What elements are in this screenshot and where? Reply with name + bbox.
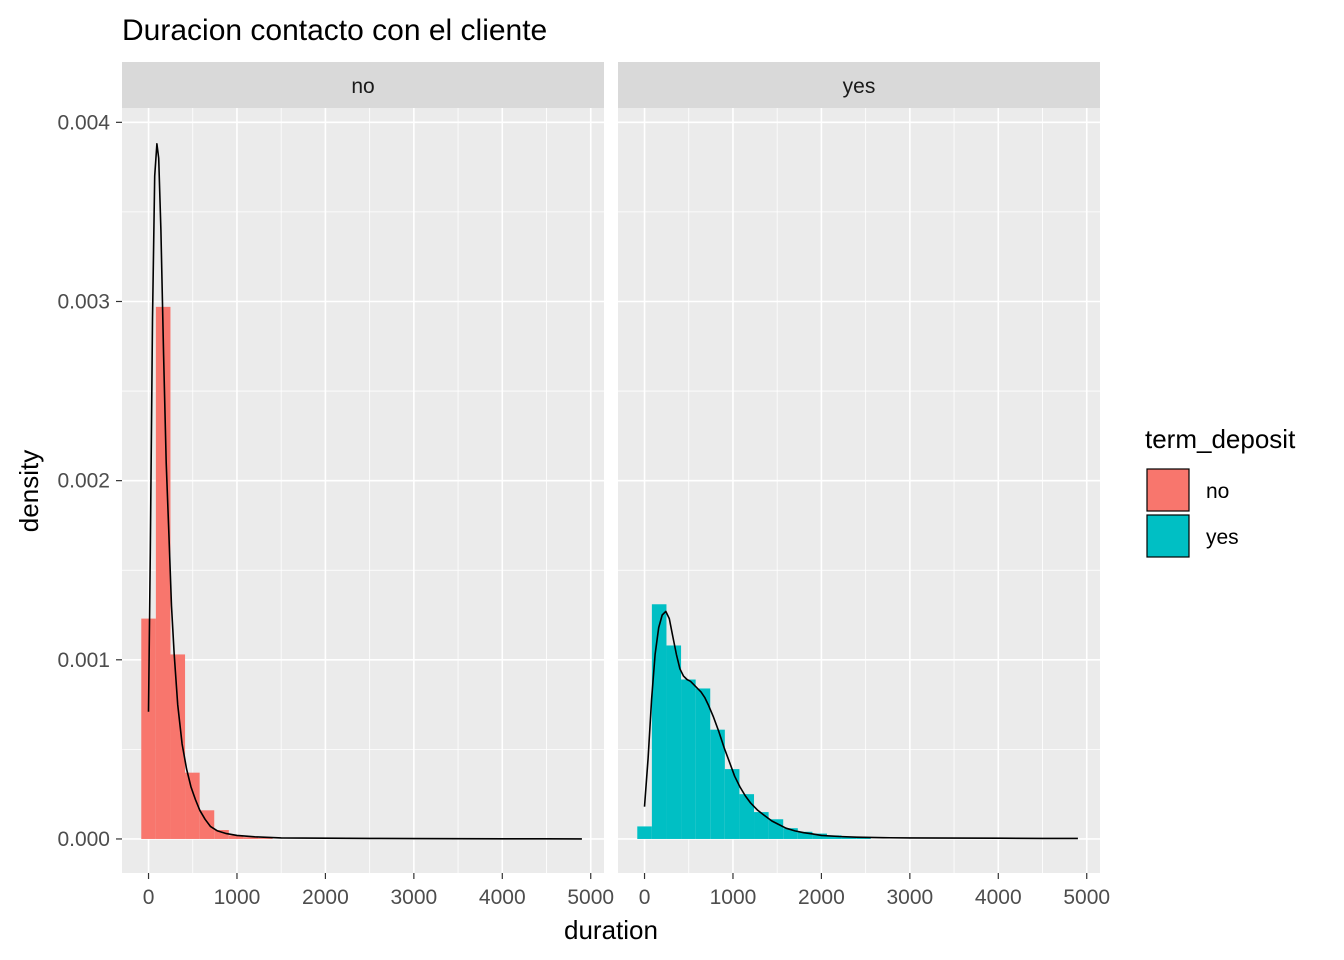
histogram-bar [797, 831, 813, 839]
legend-label-yes: yes [1206, 526, 1239, 549]
panel-yes: yes 0 1000 2000 3000 4000 5000 [618, 62, 1110, 909]
histogram-bar [856, 837, 871, 839]
legend: term_deposit no yes [1145, 424, 1296, 558]
density-curve [643, 610, 1078, 840]
histogram-bar [651, 604, 667, 839]
histogram-bar [243, 837, 259, 839]
x-tick-label: 1000 [214, 886, 261, 909]
chart-title: Duracion contacto con el cliente [122, 14, 547, 47]
histogram-bar [637, 826, 652, 839]
histogram-bar [666, 645, 682, 839]
histogram-bar [681, 679, 696, 839]
legend-entries: no yes [1146, 468, 1239, 558]
panels-layer: 0.000 0.001 0.002 0.003 0.004 no 0 1000 2000 3000… [57, 62, 1110, 909]
x-axis-title: duration [564, 915, 658, 945]
y-axis-title: density [14, 450, 44, 532]
legend-key-yes [1146, 514, 1190, 558]
x-tick-label: 4000 [479, 886, 526, 909]
x-tick-label: 1000 [710, 886, 757, 909]
x-tick-label: 5000 [1063, 886, 1110, 909]
x-tick-label: 3000 [886, 886, 933, 909]
histogram-bar [710, 729, 725, 839]
histogram-bar [228, 835, 244, 839]
x-tick-label: 0 [143, 886, 155, 909]
histogram-bar [812, 833, 827, 839]
panel-background [122, 108, 604, 873]
panel-no: no 0 1000 2000 3000 4000 5000 [122, 62, 614, 909]
histogram-bar [783, 828, 798, 839]
histogram-bar [258, 838, 273, 839]
histogram-bar [695, 688, 711, 839]
histogram-bar [214, 830, 229, 839]
legend-label-no: no [1206, 480, 1229, 503]
y-tick-label: 0.000 [57, 828, 110, 851]
histogram-bar [826, 835, 842, 839]
x-tick-label: 0 [639, 886, 651, 909]
x-tick-label: 3000 [390, 886, 437, 909]
histogram-bar [170, 654, 186, 839]
facet-strip-label: no [351, 75, 374, 98]
histogram-bar [724, 769, 740, 839]
y-tick-label: 0.003 [57, 290, 110, 313]
histogram-bar [739, 794, 755, 839]
x-tick-label: 5000 [567, 886, 614, 909]
y-tick-label: 0.002 [57, 470, 110, 493]
y-tick-label: 0.004 [57, 111, 110, 134]
histogram-bar [141, 618, 156, 839]
facet-strip [122, 62, 604, 108]
x-tick-label: 2000 [798, 886, 845, 909]
facet-strip-label: yes [843, 75, 876, 98]
x-tick-label: 2000 [302, 886, 349, 909]
facet-strip [618, 62, 1100, 108]
histogram-bar [155, 306, 171, 839]
y-tick-label: 0.001 [57, 649, 110, 672]
density-curve [147, 143, 582, 840]
histogram-bar [754, 812, 769, 839]
histogram-bar [841, 837, 857, 839]
x-tick-label: 4000 [975, 886, 1022, 909]
legend-key-no [1146, 468, 1190, 512]
legend-title: term_deposit [1145, 424, 1296, 454]
histogram-bar [185, 772, 200, 839]
